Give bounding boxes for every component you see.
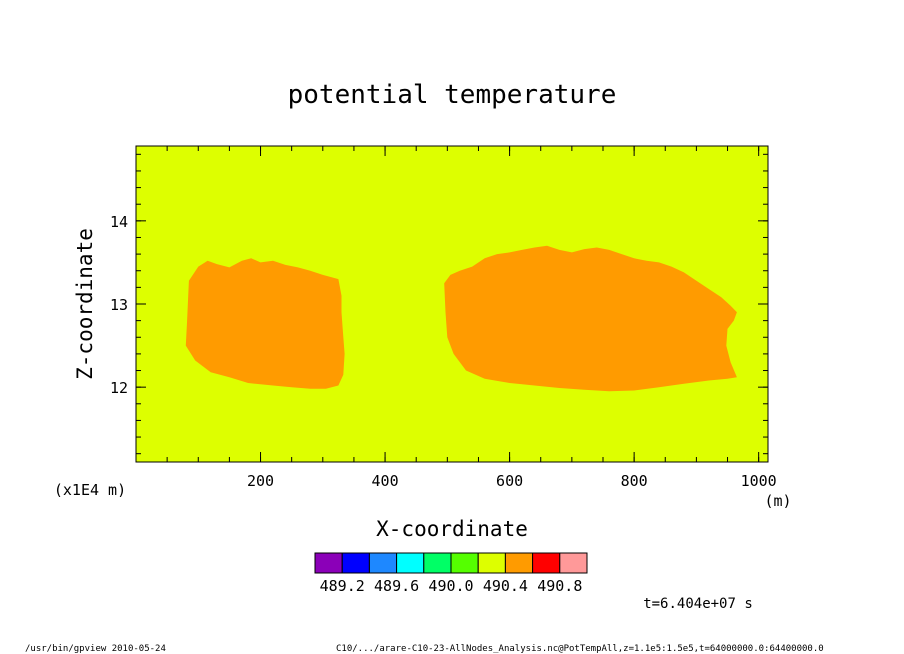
y-tick-label: 12 [110, 379, 128, 397]
colorbar-label: 490.4 [483, 577, 528, 595]
region-2 [444, 245, 737, 392]
footer-left: /usr/bin/gpview 2010-05-24 [25, 644, 166, 654]
x-tick-label: 600 [496, 472, 523, 490]
colorbar-swatch [314, 552, 343, 574]
colorbar-swatch [504, 552, 534, 574]
y-axis-unit: (x1E4 m) [54, 481, 126, 499]
x-tick-label: 200 [247, 472, 274, 490]
x-axis-unit: (m) [764, 492, 791, 510]
colorbar-label: 489.6 [374, 577, 419, 595]
y-tick-label: 13 [110, 296, 128, 314]
colorbar-swatch [450, 552, 479, 574]
colorbar-label: 490.8 [537, 577, 582, 595]
region-1 [185, 258, 345, 389]
colorbar: 489.2 489.6 490.0 490.4 490.8 [314, 552, 588, 595]
x-axis-label: X-coordinate [376, 517, 528, 541]
chart-title: potential temperature [288, 80, 617, 110]
colorbar-swatch [396, 552, 425, 574]
colorbar-swatch [423, 552, 452, 574]
colorbar-label: 490.0 [428, 577, 473, 595]
y-axis-label: Z-coordinate [73, 228, 97, 380]
footer-right: C10/.../arare-C10-23-AllNodes_Analysis.n… [336, 644, 824, 654]
y-tick-label: 14 [110, 213, 128, 231]
time-label: t=6.404e+07 s [643, 596, 753, 612]
x-tick-label: 400 [372, 472, 399, 490]
colorbar-swatch [559, 552, 588, 574]
x-tick-label: 800 [621, 472, 648, 490]
contour-regions [185, 245, 737, 392]
x-axis-ticks: 200 400 600 800 1000 [247, 146, 777, 490]
colorbar-label: 489.2 [320, 577, 365, 595]
colorbar-swatch [532, 552, 561, 574]
plot-area: 200 400 600 800 1000 12 13 14 [110, 145, 777, 490]
colorbar-swatch [368, 552, 398, 574]
x-tick-label: 1000 [741, 472, 777, 490]
colorbar-swatch [341, 552, 370, 574]
y-axis-ticks: 12 13 14 [110, 213, 768, 397]
colorbar-swatch [477, 552, 506, 574]
